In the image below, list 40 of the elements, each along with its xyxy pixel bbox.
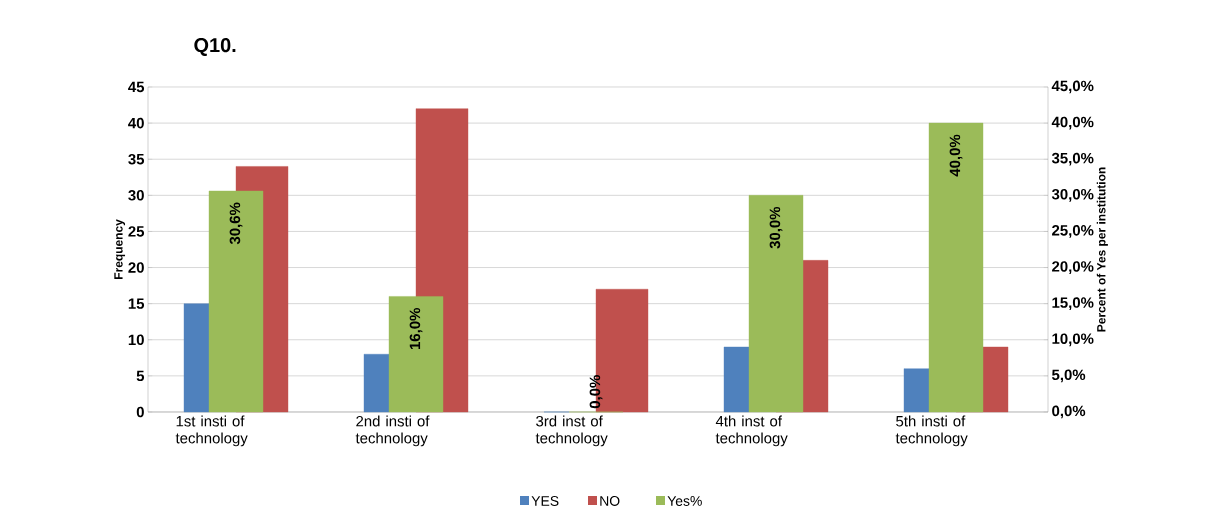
y2-tick-label: 5,0%: [1051, 369, 1086, 383]
y-tick-label: 25: [128, 226, 145, 237]
y2-tick-label: 45,0%: [1051, 80, 1094, 94]
bar: [183, 303, 210, 413]
y2-tick-label: 25,0%: [1052, 225, 1094, 238]
data-label: 30,6%: [229, 202, 243, 245]
bar: [363, 354, 390, 413]
y2-tick-label: 0,0%: [1052, 405, 1086, 419]
chart-title: Q10.: [194, 38, 236, 56]
y-tick-label: 0: [136, 406, 144, 418]
y2-tick-label: 35,0%: [1051, 152, 1094, 166]
data-label: 0,0%: [589, 375, 603, 409]
y2-tick-label: 40,0%: [1051, 116, 1094, 130]
y-tick-label: 45: [128, 81, 145, 93]
y2-tick-label: 30,0%: [1051, 188, 1094, 202]
x-tick-label: 3rd inst of technology: [535, 415, 608, 447]
y-axis-title: Frequency: [114, 219, 126, 279]
y-tick-label: 35: [128, 153, 145, 165]
legend-label: YES: [531, 496, 559, 506]
x-tick-label: 1st insti of technology: [175, 415, 248, 447]
y-tick-label: 30: [128, 190, 144, 201]
y-tick-label: 5: [136, 370, 145, 382]
x-tick-label: 4th inst of technology: [715, 415, 788, 447]
bar: [723, 346, 750, 413]
legend-label: NO: [600, 496, 620, 506]
y-tick-label: 20: [128, 262, 144, 273]
y-tick-label: 40: [128, 117, 144, 129]
y-tick-label: 10: [128, 334, 144, 346]
y2-axis-title: Percent of Yes per institution: [1096, 167, 1108, 332]
bar: [903, 368, 930, 413]
y2-tick-label: 20,0%: [1052, 261, 1094, 274]
data-label: 30,0%: [769, 206, 783, 249]
x-tick-label: 5th insti of technology: [895, 415, 968, 447]
data-label: 16,0%: [409, 308, 423, 350]
y2-tick-label: 15,0%: [1052, 297, 1094, 311]
data-label: 40,0%: [949, 134, 963, 177]
y-tick-label: 15: [128, 298, 145, 309]
y2-tick-label: 10,0%: [1052, 333, 1094, 347]
x-tick-label: 2nd insti of technology: [355, 415, 430, 447]
legend-label: Yes%: [667, 496, 702, 506]
